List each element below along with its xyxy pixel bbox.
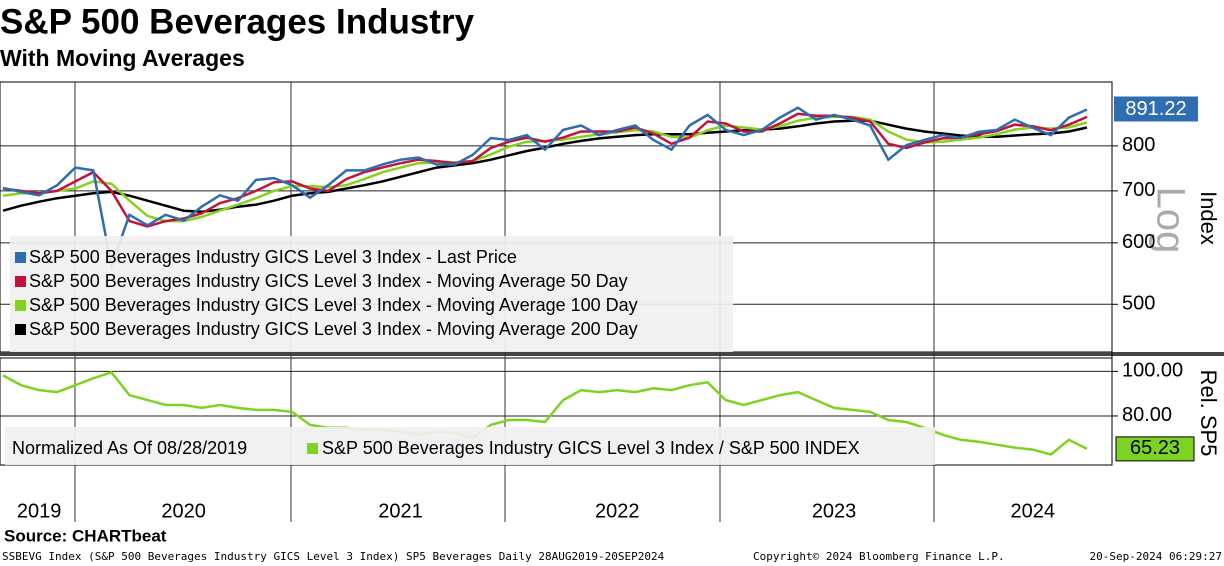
- x-tick-label: 2020: [161, 500, 206, 522]
- y-tick-label: 100.00: [1122, 360, 1183, 382]
- chart-title: S&P 500 Beverages Industry: [0, 2, 475, 41]
- last-value-tag: [1114, 96, 1198, 122]
- series-line: [2, 119, 1088, 213]
- log-label: Log: [1148, 187, 1192, 254]
- legend-swatch: [15, 252, 26, 263]
- source: Source: CHARTbeat: [4, 526, 167, 545]
- chart-subtitle: With Moving Averages: [0, 45, 245, 71]
- y-tick-label: 700: [1122, 179, 1155, 201]
- legend-entry: S&P 500 Beverages Industry GICS Level 3 …: [29, 295, 638, 315]
- legend-swatch: [307, 443, 318, 454]
- legend-box: [5, 427, 935, 465]
- x-tick-label: 2023: [812, 500, 857, 522]
- legend-box: [10, 236, 733, 352]
- x-tick-label: 2019: [17, 500, 62, 522]
- legend-swatch: [15, 300, 26, 311]
- y-axis-label: Index: [1196, 191, 1221, 245]
- normalization-note: Normalized As Of 08/28/2019: [12, 438, 247, 458]
- series-line: [2, 370, 1088, 456]
- legend-swatch: [15, 276, 26, 287]
- legend-entry: S&P 500 Beverages Industry GICS Level 3 …: [29, 319, 638, 339]
- y2-axis-label: Rel. SP5: [1196, 370, 1221, 457]
- y-tick-label: 600: [1122, 231, 1155, 253]
- legend-entry: S&P 500 Beverages Industry GICS Level 3 …: [322, 438, 860, 458]
- legend-entry: S&P 500 Beverages Industry GICS Level 3 …: [29, 271, 628, 291]
- footer-copyright: Copyright© 2024 Bloomberg Finance L.P.: [753, 550, 1005, 563]
- footer-timestamp: 20-Sep-2024 06:29:27: [1090, 550, 1222, 563]
- y-tick-label: 800: [1122, 134, 1155, 156]
- legend-entry: S&P 500 Beverages Industry GICS Level 3 …: [29, 247, 517, 267]
- series-line: [2, 106, 1088, 271]
- y-tick-label: 80.00: [1122, 404, 1172, 426]
- last-value-label: 891.22: [1125, 98, 1186, 120]
- x-tick-label: 2024: [1011, 500, 1056, 522]
- last-value-tag: [1115, 436, 1195, 462]
- y-tick-label: 500: [1122, 293, 1155, 315]
- panel-separator: [0, 352, 1224, 356]
- series-line: [2, 112, 1088, 228]
- footer-description: SSBEVG Index (S&P 500 Beverages Industry…: [2, 550, 665, 563]
- last-value-label: 65.23: [1130, 437, 1180, 459]
- x-tick-label: 2022: [595, 500, 640, 522]
- x-tick-label: 2021: [378, 500, 423, 522]
- legend-swatch: [15, 324, 26, 335]
